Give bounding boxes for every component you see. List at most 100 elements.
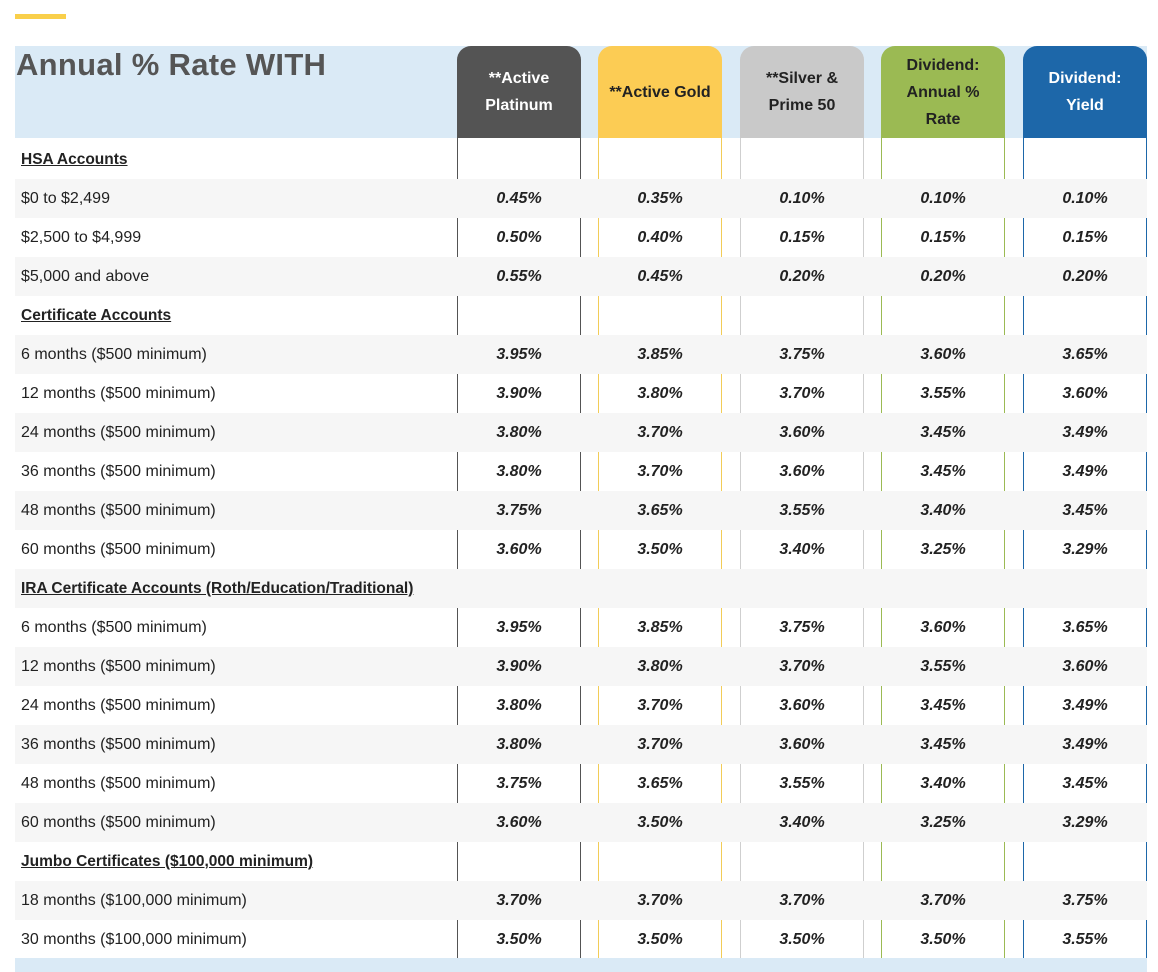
row-label: $0 to $2,499	[21, 190, 110, 207]
rate-cell: 3.80%	[496, 463, 542, 480]
column-header-2: **Active Gold	[598, 46, 722, 138]
rate-cell: 3.70%	[496, 892, 542, 909]
row-label: 30 months ($100,000 minimum)	[21, 931, 247, 948]
rate-cell: 0.20%	[1062, 268, 1108, 285]
table-row: $2,500 to $4,999 0.50% 0.40% 0.15% 0.15% 0.15…	[15, 218, 1147, 257]
row-label: 12 months ($500 minimum)	[21, 385, 216, 402]
rate-cell: 3.45%	[920, 463, 966, 480]
rate-cell: 3.65%	[1062, 619, 1108, 636]
rate-cell: 3.40%	[920, 502, 966, 519]
rate-cell: 3.29%	[1062, 541, 1108, 558]
row-label: $2,500 to $4,999	[21, 229, 142, 246]
rate-cell: 3.49%	[1062, 424, 1108, 441]
row-label: 24 months ($500 minimum)	[21, 424, 216, 441]
rate-cell: 0.10%	[920, 190, 966, 207]
rate-cell: 3.90%	[496, 658, 542, 675]
rate-cell: 0.35%	[637, 190, 683, 207]
rate-cell: 3.40%	[779, 814, 825, 831]
rate-cell: 3.50%	[496, 931, 542, 948]
column-border	[881, 138, 882, 958]
rate-cell: 3.70%	[637, 424, 683, 441]
rate-cell: 3.49%	[1062, 463, 1108, 480]
rate-cell: 3.70%	[779, 892, 825, 909]
rate-cell: 3.55%	[1062, 931, 1108, 948]
column-border	[457, 138, 458, 958]
column-border	[1023, 138, 1024, 958]
row-label: 60 months ($500 minimum)	[21, 814, 216, 831]
section-header-row: IRA Certificate Accounts (Roth/Education…	[15, 569, 1147, 608]
rate-cell: 3.50%	[920, 931, 966, 948]
row-label: 48 months ($500 minimum)	[21, 775, 216, 792]
rate-cell: 3.55%	[779, 775, 825, 792]
rate-cell: 3.60%	[920, 619, 966, 636]
rate-cell: 3.55%	[920, 658, 966, 675]
rate-cell: 3.75%	[1062, 892, 1108, 909]
table-row: 36 months ($500 minimum) 3.80% 3.70% 3.60% 3…	[15, 725, 1147, 764]
table-row: 12 months ($500 minimum) 3.90% 3.80% 3.70% 3…	[15, 374, 1147, 413]
column-border	[598, 138, 599, 958]
row-label: 36 months ($500 minimum)	[21, 463, 216, 480]
rate-cell: 3.60%	[779, 697, 825, 714]
table-row: 6 months ($500 minimum) 3.95% 3.85% 3.75% 3.…	[15, 335, 1147, 374]
accent-bar	[15, 14, 66, 19]
row-label: 18 months ($100,000 minimum)	[21, 892, 247, 909]
section-header-row: HSA Accounts	[15, 140, 1147, 179]
rate-cell: 3.95%	[496, 346, 542, 363]
rate-cell: 3.80%	[637, 658, 683, 675]
section-title: IRA Certificate Accounts (Roth/Education…	[21, 580, 414, 597]
rate-cell: 3.49%	[1062, 736, 1108, 753]
column-border	[1004, 138, 1005, 958]
column-header-1: **Active Platinum	[457, 46, 581, 138]
rate-cell: 0.10%	[1062, 190, 1108, 207]
rate-cell: 3.45%	[1062, 502, 1108, 519]
rate-cell: 3.50%	[637, 541, 683, 558]
table-row: 6 months ($500 minimum) 3.95% 3.85% 3.75% 3.…	[15, 608, 1147, 647]
rate-cell: 0.45%	[637, 268, 683, 285]
rate-cell: 3.60%	[779, 463, 825, 480]
table-row: 24 months ($500 minimum) 3.80% 3.70% 3.60% 3…	[15, 686, 1147, 725]
table-row: 36 months ($500 minimum) 3.80% 3.70% 3.60% 3…	[15, 452, 1147, 491]
rate-cell: 3.45%	[920, 736, 966, 753]
table-row: $5,000 and above 0.55% 0.45% 0.20% 0.20% 0.20…	[15, 257, 1147, 296]
column-border	[721, 138, 722, 958]
rate-cell: 3.25%	[920, 541, 966, 558]
rate-cell: 0.50%	[496, 229, 542, 246]
rate-cell: 3.60%	[920, 346, 966, 363]
rate-cell: 3.60%	[779, 736, 825, 753]
column-border	[863, 138, 864, 958]
rate-cell: 3.75%	[496, 502, 542, 519]
rate-cell: 3.49%	[1062, 697, 1108, 714]
rate-cell: 3.60%	[496, 541, 542, 558]
rate-cell: 3.80%	[496, 736, 542, 753]
rate-cell: 3.65%	[1062, 346, 1108, 363]
row-label: 12 months ($500 minimum)	[21, 658, 216, 675]
table-row: 12 months ($500 minimum) 3.90% 3.80% 3.70% 3…	[15, 647, 1147, 686]
row-label: 60 months ($500 minimum)	[21, 541, 216, 558]
rate-cell: 3.70%	[637, 463, 683, 480]
section-header-row: Jumbo Certificates ($100,000 minimum)	[15, 842, 1147, 881]
rate-cell: 3.65%	[637, 502, 683, 519]
rate-cell: 0.40%	[637, 229, 683, 246]
row-label: $5,000 and above	[21, 268, 150, 285]
rate-cell: 3.50%	[779, 931, 825, 948]
table-row: 18 months ($100,000 minimum) 3.70% 3.70% 3.…	[15, 881, 1147, 920]
column-border	[1146, 138, 1147, 958]
rate-cell: 3.29%	[1062, 814, 1108, 831]
table-row: 30 months ($100,000 minimum) 3.50% 3.50% 3.…	[15, 920, 1147, 959]
row-label: 6 months ($500 minimum)	[21, 346, 207, 363]
rate-cell: 0.45%	[496, 190, 542, 207]
rate-cell: 3.50%	[637, 814, 683, 831]
table-row: $0 to $2,499 0.45% 0.35% 0.10% 0.10% 0.10%	[15, 179, 1147, 218]
rate-cell: 3.70%	[637, 697, 683, 714]
row-label: 36 months ($500 minimum)	[21, 736, 216, 753]
rate-cell: 3.50%	[637, 931, 683, 948]
column-border	[580, 138, 581, 958]
rate-cell: 3.80%	[496, 697, 542, 714]
rate-cell: 3.75%	[496, 775, 542, 792]
rate-cell: 3.40%	[920, 775, 966, 792]
row-label: 48 months ($500 minimum)	[21, 502, 216, 519]
rate-cell: 3.75%	[779, 346, 825, 363]
rate-cell: 3.90%	[496, 385, 542, 402]
rate-cell: 3.40%	[779, 541, 825, 558]
rate-cell: 0.20%	[779, 268, 825, 285]
